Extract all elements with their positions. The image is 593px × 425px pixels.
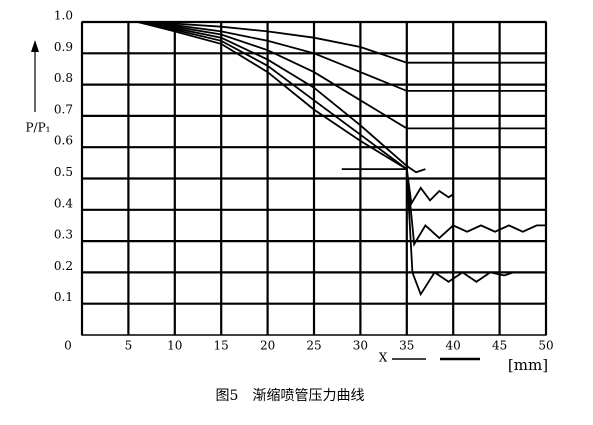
y-tick-label: 1.0	[54, 9, 73, 23]
y-tick-label: 0.5	[54, 165, 73, 179]
y-tick-label: 0.8	[54, 71, 73, 85]
y-tick-label: 0.6	[54, 134, 73, 148]
chart-title: 图5 渐缩喷管压力曲线	[216, 388, 365, 404]
x-tick-label: 10	[167, 339, 182, 353]
x-tick-label: 45	[492, 339, 507, 353]
y-tick-label: 0.1	[54, 290, 73, 304]
x-tick-label: 0	[64, 339, 72, 353]
x-tick-label: 25	[306, 339, 321, 353]
x-tick-label: 40	[446, 339, 461, 353]
y-tick-label: 0.2	[54, 259, 73, 273]
y-arrow-head	[31, 40, 39, 52]
x-tick-label: 5	[125, 339, 133, 353]
x-tick-label: 30	[353, 339, 368, 353]
curve	[341, 168, 514, 297]
curve	[137, 21, 546, 248]
x-tick-label: 15	[214, 339, 229, 353]
y-tick-label: 0.7	[54, 102, 73, 116]
x-tick-label: 20	[260, 339, 275, 353]
curve	[137, 21, 546, 130]
x-tick-label: 35	[399, 339, 414, 353]
y-tick-label: 0.4	[54, 196, 73, 210]
curve	[137, 21, 546, 92]
curve	[137, 21, 426, 174]
curve	[137, 21, 546, 64]
y-tick-label: 0.3	[54, 228, 73, 242]
y-tick-label: 0.9	[54, 40, 73, 54]
x-axis-label: X	[379, 351, 388, 365]
y-axis-label: P/P₁	[25, 121, 50, 135]
x-axis-unit: [mm]	[508, 356, 548, 374]
x-tick-label: 50	[538, 339, 553, 353]
